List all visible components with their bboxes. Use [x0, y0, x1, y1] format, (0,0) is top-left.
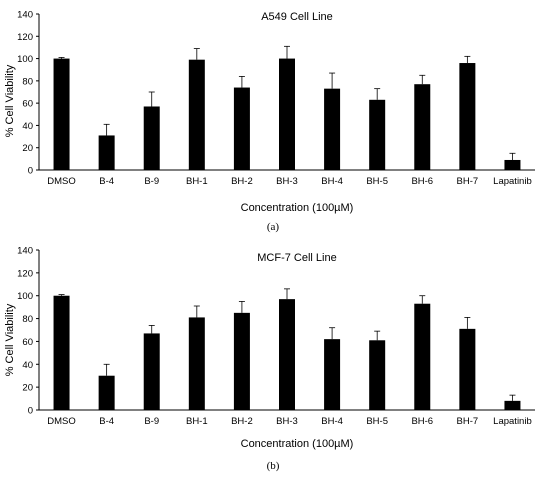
panel-b-x-tick-label: BH-2 — [231, 416, 253, 427]
panel-a-y-tick-label: 80 — [22, 76, 33, 87]
panel-b-bar-bh-1 — [188, 317, 205, 410]
panel-a-y-tick-label: 140 — [17, 10, 33, 21]
panel-a-bar-b-9 — [143, 106, 160, 170]
panel-a-bar-bh-5 — [369, 99, 386, 170]
panel-a-caption: (a) — [267, 221, 280, 233]
panel-a-y-tick-label: 100 — [17, 54, 33, 65]
panel-a-bar-dmso — [53, 58, 70, 171]
panel-b-title: MCF-7 Cell Line — [257, 252, 336, 264]
panel-b-bar-bh-7 — [459, 328, 476, 410]
panel-a-bar-b-4 — [98, 135, 115, 170]
panel-a-bar-bh-1 — [188, 59, 205, 170]
panel-b-x-tick-label: BH-1 — [186, 416, 208, 427]
panel-b-x-axis-label: Concentration (100µM) — [241, 438, 354, 450]
panel-a-x-tick-label: BH-2 — [231, 176, 253, 187]
panel-b-bar-b-4 — [98, 375, 115, 410]
panel-a-bar-bh-3 — [279, 58, 295, 171]
panel-a-y-tick-label: 40 — [22, 121, 33, 132]
panel-b-plot-area: 0 20 40 60 80 100 120 140 DMSO B-4 B-9 BH-1 BH-2 BH-3… — [17, 246, 535, 427]
panel-a-x-tick-label: BH-1 — [186, 176, 208, 187]
panel-a-x-tick-label: BH-6 — [411, 176, 433, 187]
panel-b-bar-bh-5 — [369, 340, 386, 410]
panel-a-x-axis-label: Concentration (100µM) — [241, 202, 354, 214]
panel-b-x-tick-label: BH-7 — [457, 416, 479, 427]
panel-a-x-tick-label: BH-4 — [321, 176, 343, 187]
panel-b-y-tick-label: 100 — [17, 291, 33, 302]
panel-b-x-tick-label: B-4 — [99, 416, 114, 427]
panel-a-y-tick-label: 0 — [28, 166, 33, 177]
panel-b-bar-dmso — [53, 295, 70, 410]
panel-b-y-tick-label: 120 — [17, 268, 33, 279]
panel-b-bar-bh-4 — [324, 339, 341, 410]
panel-a-x-tick-label: B-9 — [144, 176, 159, 187]
panel-a-x-tick-label: DMSO — [47, 176, 76, 187]
panel-b-x-tick-label: BH-4 — [321, 416, 343, 427]
panel-b-caption: (b) — [267, 460, 280, 472]
panel-a-chart: A549 Cell Line % Cell Viability Concentr… — [4, 10, 535, 233]
panel-b-bar-bh-3 — [279, 299, 295, 410]
panel-a-bar-lapatinib — [504, 159, 521, 170]
panel-b-bar-b-9 — [143, 333, 160, 410]
panel-b-y-axis-label: % Cell Viability — [4, 303, 16, 376]
panel-b-x-tick-label: BH-5 — [366, 416, 388, 427]
panel-a-y-tick-label: 60 — [22, 99, 33, 110]
panel-a-y-axis-label: % Cell Viability — [4, 64, 16, 137]
panel-a-x-tick-label: Lapatinib — [493, 176, 532, 187]
panel-b-y-tick-label: 0 — [28, 406, 33, 417]
panel-b-bar-lapatinib — [504, 400, 521, 410]
panel-a-x-tick-label: BH-3 — [276, 176, 298, 187]
panel-a-bar-bh-7 — [459, 63, 476, 170]
panel-b-x-tick-label: DMSO — [47, 416, 76, 427]
panel-a-x-tick-label: B-4 — [99, 176, 114, 187]
panel-a-y-tick-label: 120 — [17, 32, 33, 43]
panel-b-x-tick-label: B-9 — [144, 416, 159, 427]
panel-b-y-tick-label: 40 — [22, 360, 33, 371]
panel-b-x-tick-label: BH-3 — [276, 416, 298, 427]
panel-a-x-tick-label: BH-5 — [366, 176, 388, 187]
panel-b-chart: MCF-7 Cell Line % Cell Viability Concent… — [4, 246, 535, 472]
panel-b-y-tick-label: 60 — [22, 337, 33, 348]
panel-b-x-tick-label: BH-6 — [411, 416, 433, 427]
panel-b-bar-bh-6 — [414, 303, 431, 410]
panel-b-y-tick-label: 20 — [22, 383, 33, 394]
panel-a-bar-bh-6 — [414, 84, 431, 170]
panel-b-y-tick-label: 140 — [17, 246, 33, 257]
panel-a-bar-bh-4 — [324, 88, 341, 170]
panel-a-x-tick-label: BH-7 — [457, 176, 479, 187]
panel-a-bar-bh-2 — [233, 87, 250, 170]
panel-b-bar-bh-2 — [233, 312, 250, 410]
panel-a-y-tick-label: 20 — [22, 143, 33, 154]
panel-a-plot-area: 0 20 40 60 80 100 120 140 DMSO B-4 B-9 BH-1 BH-2 BH-3… — [17, 10, 535, 187]
panel-b-y-tick-label: 80 — [22, 314, 33, 325]
panel-a-title: A549 Cell Line — [261, 11, 333, 23]
panel-b-x-tick-label: Lapatinib — [493, 416, 532, 427]
